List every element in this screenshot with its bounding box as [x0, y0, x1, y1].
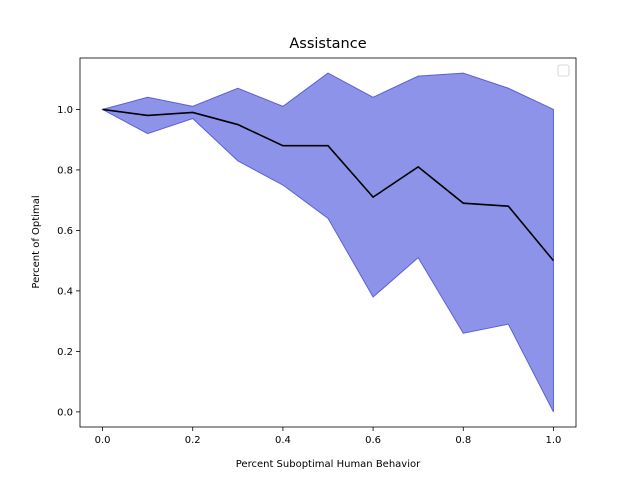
legend-box: [557, 64, 570, 77]
plot-area: [101, 72, 555, 413]
y-tick-label: 0.0: [57, 407, 73, 418]
y-tick-label: 0.2: [57, 347, 73, 358]
x-tick-label: 1.0: [546, 435, 562, 446]
y-axis: 0.0 0.2 0.4 0.6 0.8 1.0: [57, 105, 80, 418]
y-axis-label: Percent of Optimal: [31, 195, 42, 288]
axes-frame: [79, 57, 577, 428]
y-tick-label: 0.6: [57, 226, 73, 237]
mean-line: [102, 108, 555, 262]
x-tick-label: 0.0: [95, 435, 111, 446]
x-tick-label: 0.6: [365, 435, 381, 446]
chart-title: Assistance: [289, 36, 366, 52]
x-tick-label: 0.4: [275, 435, 291, 446]
y-tick-label: 1.0: [57, 105, 73, 116]
x-tick-label: 0.2: [185, 435, 201, 446]
x-axis-label: Percent Suboptimal Human Behavior: [236, 459, 421, 470]
x-tick-label: 0.8: [455, 435, 471, 446]
x-axis: 0.0 0.2 0.4 0.6 0.8 1.0: [95, 427, 562, 446]
y-tick-label: 0.4: [57, 286, 73, 297]
y-tick-label: 0.8: [57, 165, 73, 176]
